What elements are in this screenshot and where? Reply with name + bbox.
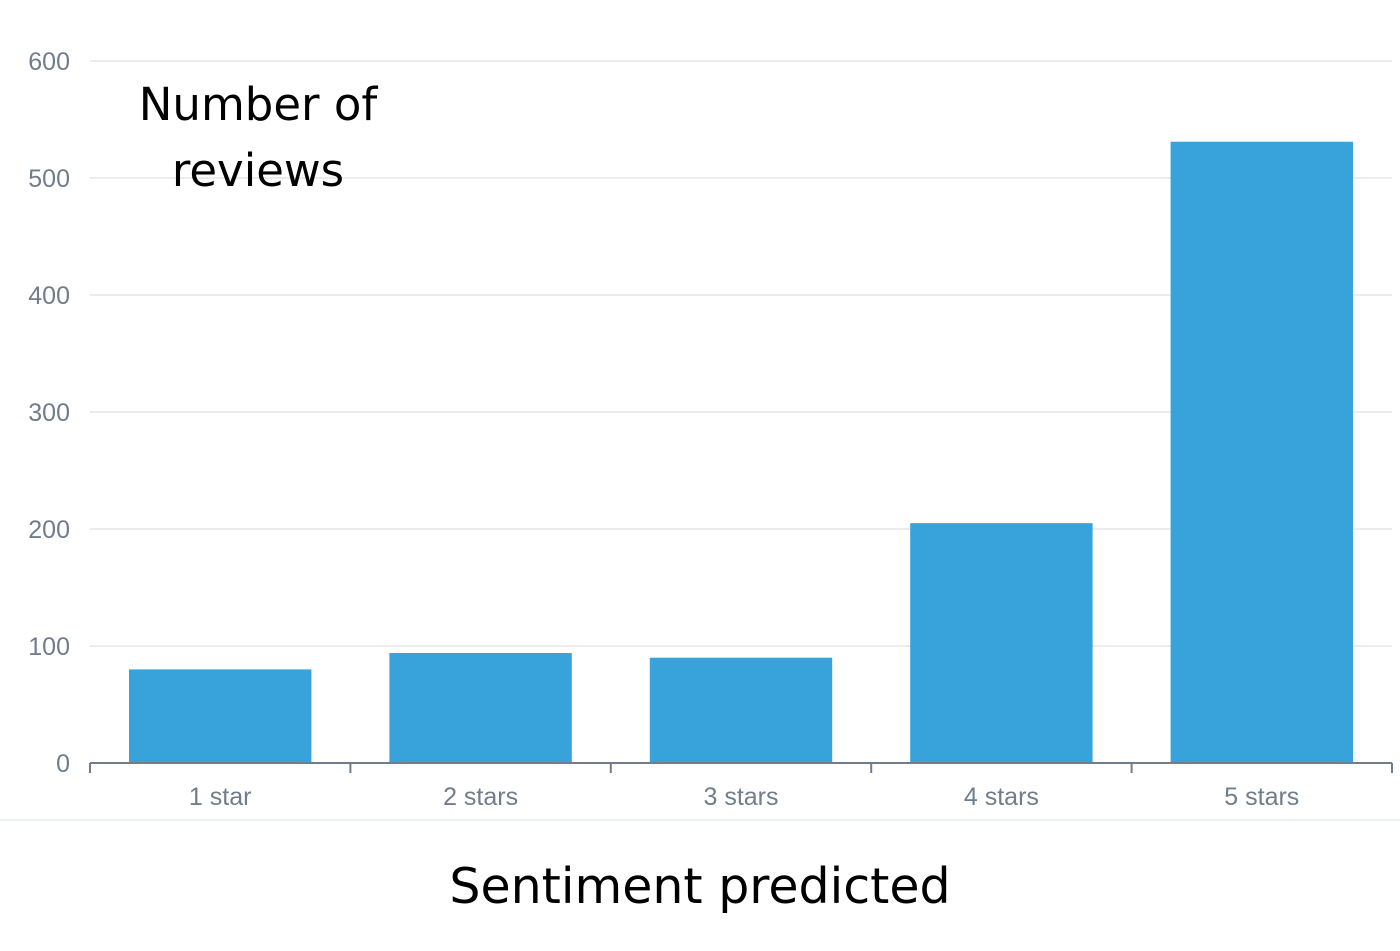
bar: [649, 657, 833, 763]
y-tick-label: 100: [28, 633, 70, 661]
y-tick-label: 400: [28, 282, 70, 310]
y-tick-label: 200: [28, 516, 70, 544]
x-tick-label: 3 stars: [703, 783, 778, 811]
x-tick-label: 1 star: [189, 783, 252, 811]
x-tick-label: 5 stars: [1224, 783, 1299, 811]
x-axis-title: Sentiment predicted: [449, 858, 950, 915]
y-tick-label: 500: [28, 165, 70, 193]
x-tick-label: 2 stars: [443, 783, 518, 811]
y-tick-label: 300: [28, 399, 70, 427]
x-tick-label: 4 stars: [964, 783, 1039, 811]
y-tick-label: 600: [28, 48, 70, 76]
x-tick-labels: 1 star 2 stars 3 stars 4 stars 5 stars: [189, 783, 1299, 811]
bars: [129, 141, 1353, 764]
bar: [389, 653, 572, 763]
y-tick-labels: 0 100 200 300 400 500 600: [28, 48, 70, 778]
bar: [1170, 141, 1353, 764]
y-tick-label: 0: [56, 750, 70, 778]
bar: [129, 669, 312, 763]
x-axis: [89, 762, 1393, 773]
y-axis-title-line-1: Number of: [139, 78, 379, 131]
y-axis-title-line-2: reviews: [172, 144, 344, 197]
bar: [910, 523, 1093, 763]
